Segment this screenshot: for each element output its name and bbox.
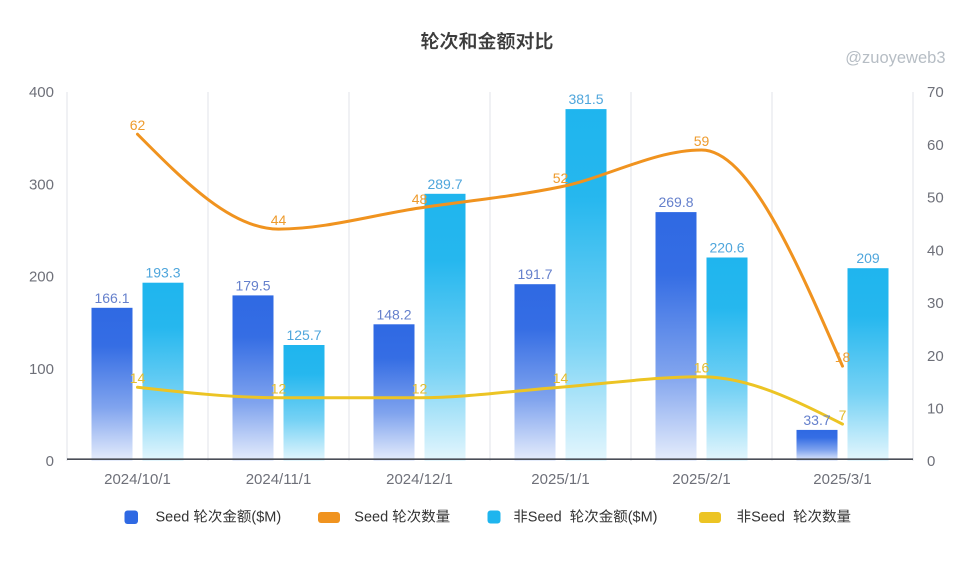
- svg-text:289.7: 289.7: [427, 176, 462, 192]
- svg-text:179.5: 179.5: [235, 277, 270, 293]
- svg-text:200: 200: [29, 269, 54, 286]
- svg-text:48: 48: [412, 191, 428, 207]
- svg-text:166.1: 166.1: [94, 290, 129, 306]
- svg-text:269.8: 269.8: [658, 194, 693, 210]
- svg-text:18: 18: [835, 349, 851, 365]
- svg-text:60: 60: [927, 137, 944, 154]
- svg-text:20: 20: [927, 348, 944, 365]
- svg-text:381.5: 381.5: [568, 91, 603, 107]
- svg-text:40: 40: [927, 242, 944, 259]
- svg-text:191.7: 191.7: [517, 266, 552, 282]
- svg-text:125.7: 125.7: [286, 327, 321, 343]
- svg-text:50: 50: [927, 190, 944, 207]
- svg-text:Seed: Seed: [354, 510, 388, 526]
- svg-text:0: 0: [927, 453, 935, 470]
- svg-text:30: 30: [927, 295, 944, 312]
- svg-text:14: 14: [553, 370, 569, 386]
- svg-text:100: 100: [29, 361, 54, 378]
- svg-text:Seed: Seed: [156, 510, 190, 526]
- svg-text:Seed: Seed: [751, 510, 785, 526]
- svg-text:2025/1/1: 2025/1/1: [531, 471, 589, 488]
- svg-text:10: 10: [927, 401, 944, 418]
- svg-text:0: 0: [46, 453, 54, 470]
- svg-text:Seed: Seed: [528, 510, 562, 526]
- svg-text:@zuoyeweb3: @zuoyeweb3: [845, 49, 945, 67]
- svg-text:12: 12: [412, 381, 428, 397]
- svg-text:16: 16: [694, 360, 710, 376]
- svg-text:59: 59: [694, 133, 710, 149]
- svg-text:193.3: 193.3: [145, 265, 180, 281]
- svg-text:62: 62: [130, 117, 146, 133]
- svg-text:2024/12/1: 2024/12/1: [386, 471, 453, 488]
- svg-text:52: 52: [553, 170, 569, 186]
- svg-text:209: 209: [856, 250, 880, 266]
- svg-text:220.6: 220.6: [709, 240, 744, 256]
- svg-text:400: 400: [29, 84, 54, 101]
- svg-text:($M): ($M): [251, 510, 281, 526]
- svg-text:7: 7: [839, 407, 847, 423]
- svg-text:14: 14: [130, 370, 146, 386]
- svg-text:148.2: 148.2: [376, 306, 411, 322]
- svg-text:70: 70: [927, 84, 944, 101]
- svg-text:12: 12: [271, 381, 287, 397]
- svg-text:2024/10/1: 2024/10/1: [104, 471, 171, 488]
- svg-text:33.7: 33.7: [803, 412, 830, 428]
- svg-text:2025/2/1: 2025/2/1: [672, 471, 730, 488]
- svg-text:($M): ($M): [628, 510, 658, 526]
- svg-text:300: 300: [29, 176, 54, 193]
- svg-text:44: 44: [271, 212, 287, 228]
- svg-text:2025/3/1: 2025/3/1: [813, 471, 871, 488]
- svg-text:2024/11/1: 2024/11/1: [246, 471, 312, 488]
